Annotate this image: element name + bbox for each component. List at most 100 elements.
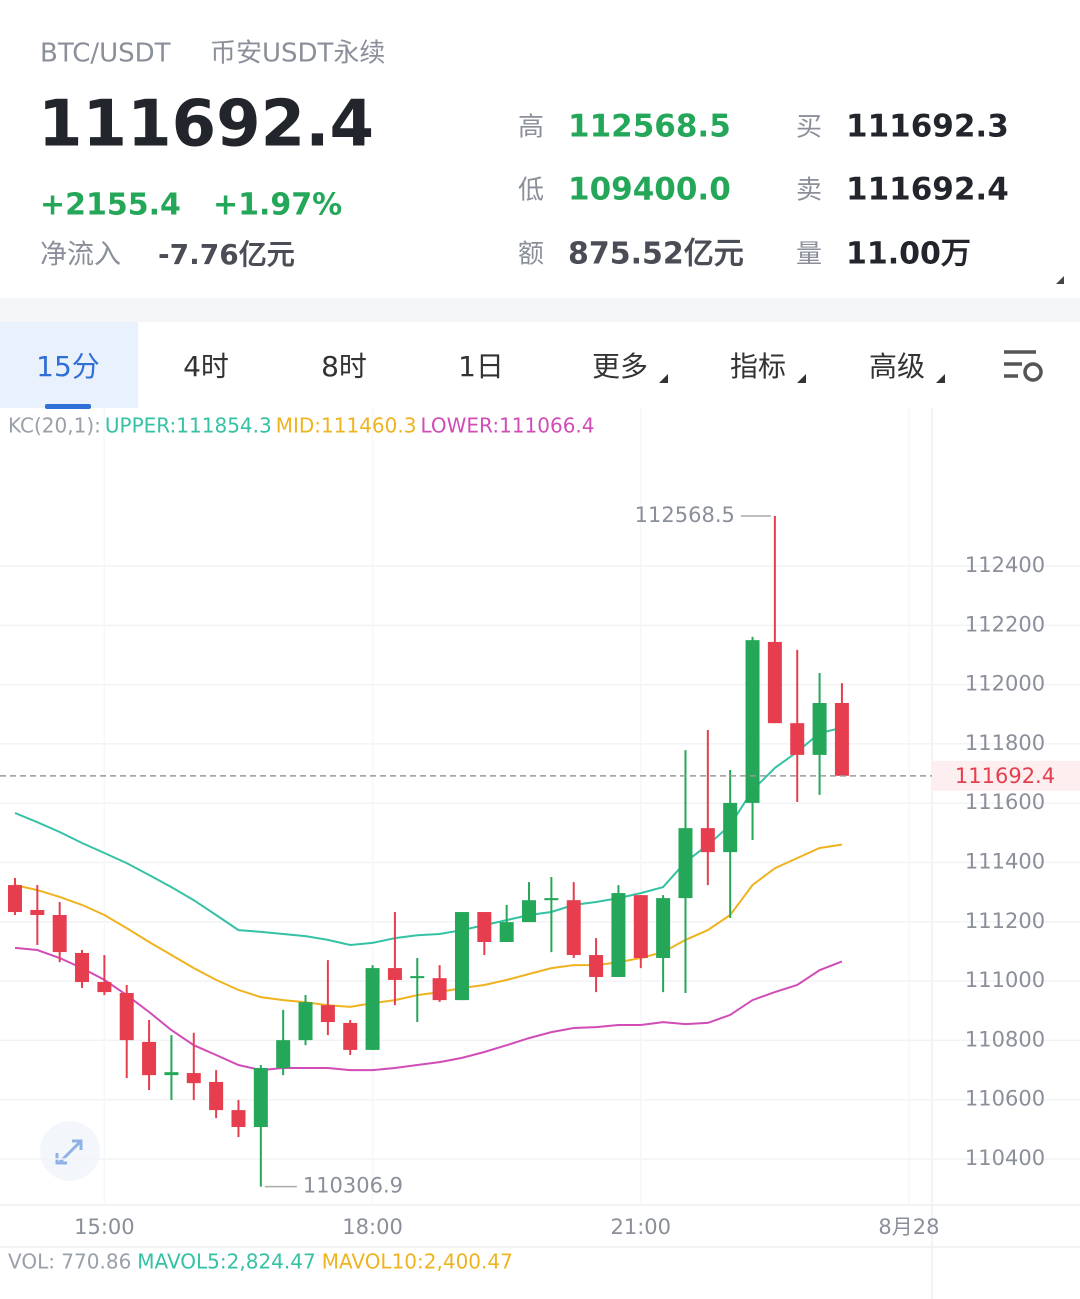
x-tick-label: 15:00 [74,1215,135,1239]
tab[interactable]: 1日 [458,350,504,383]
candle-body [633,895,648,959]
y-tick-label: 110600 [965,1087,1045,1111]
x-tick-label: 18:00 [342,1215,403,1239]
x-tick-label: 8月28 [878,1215,939,1239]
tab-indicator [45,404,91,409]
stat-label: 低 [518,176,544,206]
change: +2155.4 [40,188,181,223]
stat-label: 卖 [796,176,822,206]
candle-body [209,1081,224,1111]
candle-body [320,1005,335,1023]
y-tick-label: 111000 [965,968,1045,992]
current-price-label: 111692.4 [955,764,1055,788]
candle-body [97,982,112,993]
tab[interactable]: 8时 [321,350,367,383]
market: 币安USDT永续 [210,39,385,69]
candle-body [387,968,402,980]
candle-body [75,952,90,983]
candle-body [343,1022,358,1050]
y-tick-label: 111800 [965,731,1045,755]
candle-body [142,1041,157,1076]
indicator-line [14,726,843,947]
candle-body [30,909,45,916]
candle-body [298,1002,313,1041]
candle-body [52,915,67,953]
y-tick-label: 111400 [965,850,1045,874]
tab[interactable]: 更多 [592,350,648,383]
candle-body [544,898,559,901]
candle-body [700,828,715,853]
stat-value: 109400.0 [568,172,731,208]
legend-entry: MID:111460.3 [276,414,417,438]
high-annotation: 112568.5 [635,503,735,527]
net-inflow: -7.76亿元 [158,238,295,271]
candle-body [790,723,805,755]
settings-icon[interactable] [1004,350,1043,382]
tab[interactable]: 4时 [183,350,229,383]
candle-body [119,992,134,1041]
candle-body [7,885,22,913]
tab[interactable]: 指标 [730,350,786,383]
candle-body [276,1040,291,1069]
y-tick-label: 110800 [965,1027,1045,1051]
tab[interactable]: 15分 [36,350,100,383]
candle-body [745,640,760,803]
y-tick-label: 112200 [965,612,1045,636]
candle-body [477,912,492,942]
divider [0,298,1080,322]
current-price-bg [932,760,1080,791]
candle-body [186,1073,201,1084]
candle-body [656,898,671,959]
y-tick-label: 110400 [965,1146,1045,1170]
volume-ma10: MAVOL10:2,400.47 [322,1250,513,1274]
indicator-line [14,946,843,1072]
candle-body [164,1072,179,1076]
candle-body [231,1110,246,1128]
stat-label: 量 [796,240,822,270]
stat-value: 11.00万 [846,237,971,272]
volume-ma5: MAVOL5:2,824.47 [137,1250,315,1274]
indicator-label: KC(20,1): [8,414,101,438]
change-pct: +1.97% [213,188,342,223]
stat-value: 111692.4 [846,172,1009,208]
stat-label: 买 [796,113,822,143]
candle-body [432,978,447,1001]
candle-body [834,703,849,776]
y-tick-label: 111200 [965,909,1045,933]
expand-caret[interactable] [1056,276,1064,284]
low-annotation: 110306.9 [303,1174,403,1198]
candle-body [253,1068,268,1128]
candle-body [454,912,469,1001]
legend-entry: UPPER:111854.3 [105,414,272,438]
stat-value: 111692.3 [846,109,1009,145]
tab[interactable]: 高级 [869,350,925,383]
candle-body [723,802,738,853]
candle-body [767,641,782,724]
candle-body [410,976,425,979]
volume-label: VOL: 770.86 [8,1250,131,1274]
tab-active-bg [0,322,138,408]
y-tick-label: 112400 [965,553,1045,577]
expand-button[interactable] [40,1121,100,1181]
y-tick-label: 112000 [965,672,1045,696]
candle-body [365,968,380,1050]
net-inflow-label: 净流入 [40,240,121,271]
price: 111692.4 [38,88,374,162]
stat-value: 875.52亿元 [568,237,744,272]
candle-body [522,900,537,923]
stat-value: 112568.5 [568,109,731,145]
candle-body [611,893,626,977]
dropdown-carets [659,374,945,383]
candle-body [812,703,827,755]
x-tick-label: 21:00 [611,1215,672,1239]
candle-body [566,900,581,956]
stat-label: 高 [518,113,544,143]
candle-body [589,955,604,977]
candle-body [678,828,693,899]
symbol: BTC/USDT [40,39,171,69]
stat-label: 额 [518,240,544,270]
y-tick-label: 111600 [965,790,1045,814]
indicator-line [14,843,843,1008]
